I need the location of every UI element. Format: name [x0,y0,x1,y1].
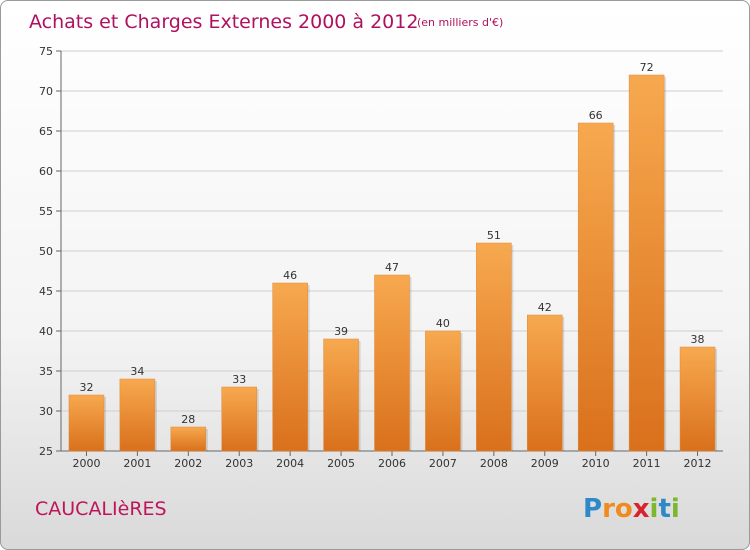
bar-value-label: 46 [283,269,297,282]
chart-title: Achats et Charges Externes 2000 à 2012 [29,11,418,33]
bar-value-label: 32 [79,381,93,394]
logo-letter: o [615,494,633,524]
chart-subtitle: (en milliers d'€) [417,16,503,29]
y-tick-label: 65 [39,125,53,138]
logo-letter: i [671,494,680,524]
grid-lines [61,50,723,412]
commune-name: CAUCALIèRES [35,498,167,520]
bar-value-label: 38 [691,333,705,346]
bar-value-label: 47 [385,261,399,274]
bar [323,338,359,452]
bar-value-label: 72 [640,61,654,74]
bar [628,74,665,452]
bar [476,242,512,452]
x-tick-label: 2001 [123,457,151,470]
x-tick-label: 2002 [174,457,202,470]
bar [374,274,410,452]
bar [119,378,156,452]
bar-value-label: 33 [232,373,246,386]
logo-letter: t [658,494,670,524]
x-tick-label: 2004 [276,457,304,470]
x-tick-label: 2005 [327,457,355,470]
logo-letter: x [633,494,650,524]
bar [170,426,207,452]
bar [577,122,614,452]
x-tick-label: 2011 [633,457,661,470]
y-tick-label: 40 [39,325,53,338]
bar [679,346,716,452]
logo-letter: i [650,494,659,524]
bars: 32 34 28 33 46 39 47 40 51 42 66 72 38 [68,61,718,452]
x-tick-label: 2007 [429,457,457,470]
bar [221,386,257,452]
y-tick-label: 55 [39,205,53,218]
bar [527,314,563,452]
x-tick-label: 2000 [72,457,100,470]
bar-value-label: 28 [181,413,195,426]
bar-value-label: 40 [436,317,450,330]
bar-value-label: 34 [130,365,144,378]
y-tick-label: 50 [39,245,53,258]
bar-value-label: 51 [487,229,501,242]
x-tick-label: 2006 [378,457,406,470]
logo-letter: P [583,494,602,524]
y-tick-label: 70 [39,85,53,98]
bar [68,394,105,452]
proxiti-logo: Proxiti [583,494,680,524]
bar [272,282,308,452]
x-tick-label: 2010 [582,457,610,470]
y-tick-label: 25 [39,445,53,458]
y-tick-label: 45 [39,285,53,298]
bar-value-label: 39 [334,325,348,338]
x-tick-label: 2012 [684,457,712,470]
y-tick-label: 30 [39,405,53,418]
logo-letter: r [602,494,615,524]
y-tick-label: 60 [39,165,53,178]
x-tick-label: 2009 [531,457,559,470]
y-tick-label: 35 [39,365,53,378]
x-tick-label: 2008 [480,457,508,470]
bar-value-label: 42 [538,301,552,314]
bar-value-label: 66 [589,109,603,122]
y-tick-label: 75 [39,45,53,58]
bar [425,330,461,452]
x-tick-label: 2003 [225,457,253,470]
